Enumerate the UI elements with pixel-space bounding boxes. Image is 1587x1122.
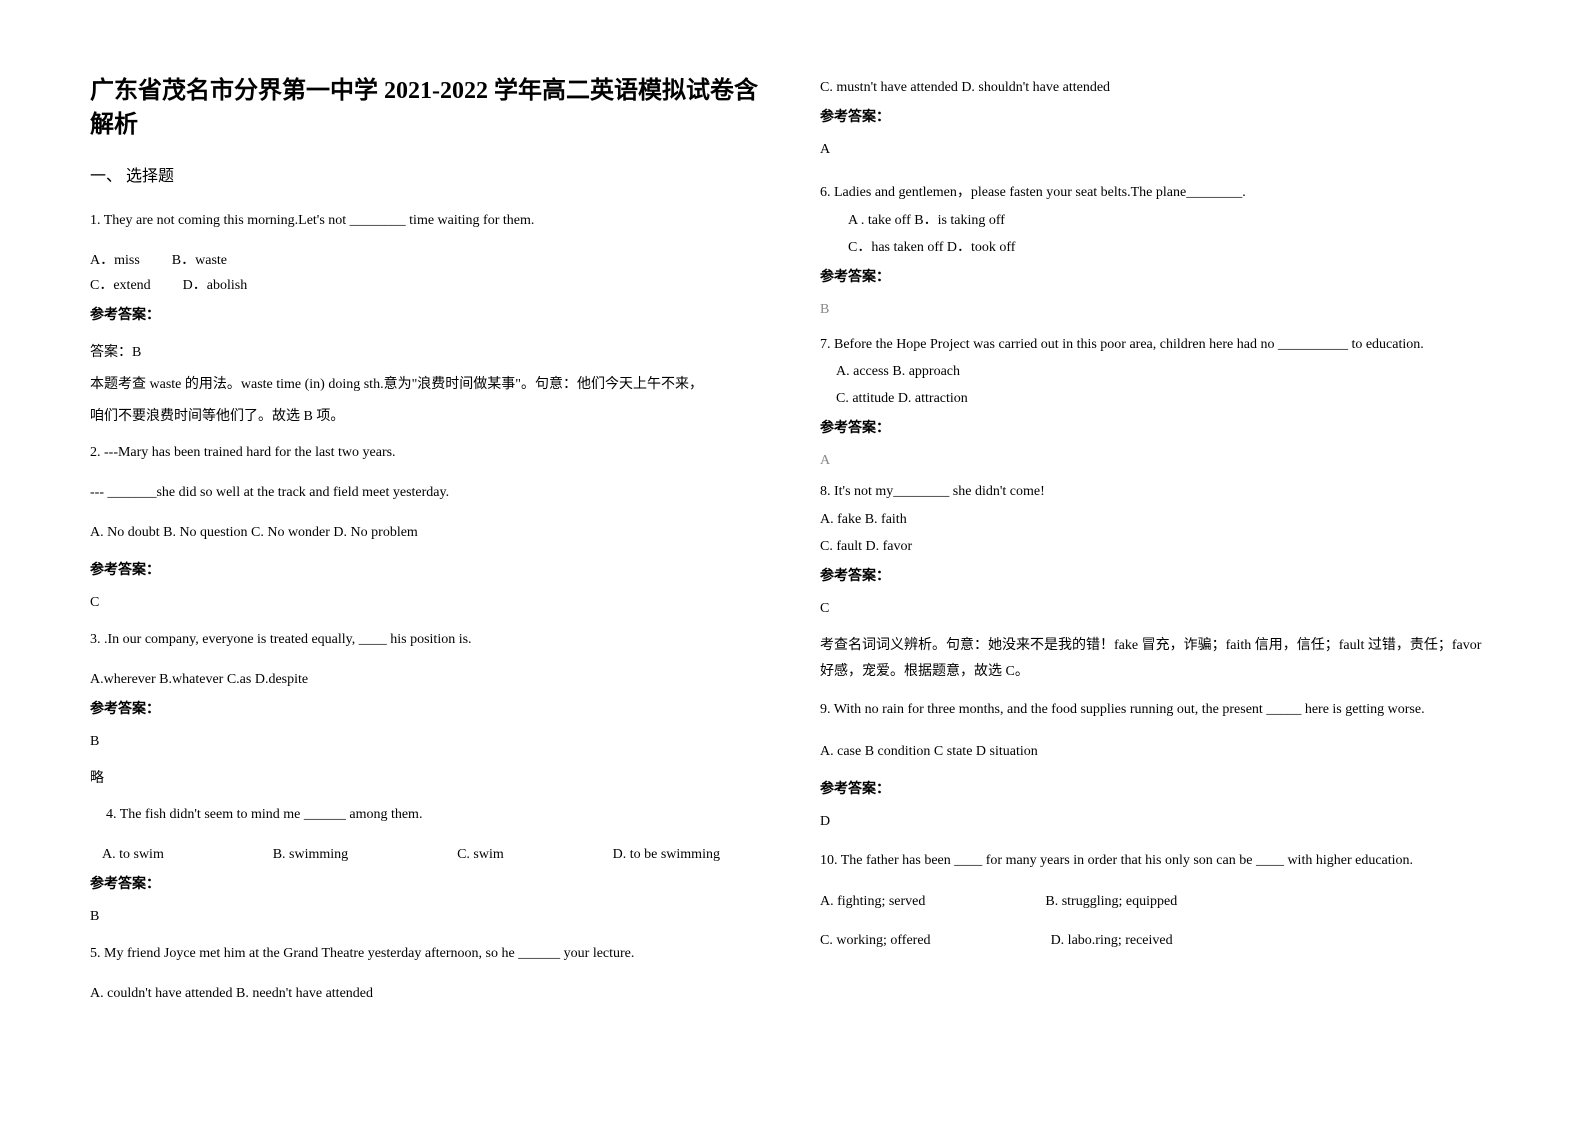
option-d: D. to be swimming [613, 842, 720, 867]
answer-value: A [820, 453, 1490, 469]
question-1: 1. They are not coming this morning.Let'… [90, 208, 760, 430]
question-text: 2. ---Mary has been trained hard for the… [90, 440, 760, 466]
question-text: 10. The father has been ____ for many ye… [820, 846, 1490, 875]
left-column: 广东省茂名市分界第一中学 2021-2022 学年高二英语模拟试卷含解析 一、 … [90, 75, 760, 1016]
answer-line: 答案：B [90, 340, 760, 366]
question-text: 8. It's not my________ she didn't come! [820, 479, 1490, 505]
answer-label: 参考答案： [820, 565, 1490, 585]
section-heading: 一、 选择题 [90, 162, 760, 186]
option-a: A. to swim [102, 842, 164, 867]
answer-label: 参考答案： [820, 266, 1490, 286]
question-5: 5. My friend Joyce met him at the Grand … [90, 941, 760, 1006]
option-a: A. fighting; served [820, 889, 925, 914]
answer-label: 参考答案： [90, 873, 760, 893]
right-column: C. mustn't have attended D. shouldn't ha… [820, 75, 1490, 1016]
question-text: 4. The fish didn't seem to mind me _____… [90, 802, 760, 828]
option-d: D. labo.ring; received [1051, 928, 1173, 953]
question-options: A. case B condition C state D situation [820, 739, 1490, 764]
question-text: 6. Ladies and gentlemen，please fasten yo… [820, 180, 1490, 206]
answer-label: 参考答案： [90, 559, 760, 579]
answer-value: D [820, 814, 1490, 830]
explanation: 本题考查 waste 的用法。waste time (in) doing sth… [90, 372, 760, 398]
question-text: 5. My friend Joyce met him at the Grand … [90, 941, 760, 967]
question-options-1: A. fake B. faith [820, 507, 1490, 532]
answer-label: 参考答案： [90, 698, 760, 718]
question-options: A．miss B．waste C．extend D．abolish [90, 248, 760, 298]
explanation: 咱们不要浪费时间等他们了。故选 B 项。 [90, 404, 760, 430]
answer-value: C [820, 601, 1490, 617]
answer-label: 参考答案： [90, 304, 760, 324]
question-options-1: A. couldn't have attended B. needn't hav… [90, 981, 760, 1006]
explanation: 考查名词词义辨析。句意：她没来不是我的错！fake 冒充，诈骗；faith 信用… [820, 633, 1490, 685]
answer-value: B [820, 302, 1490, 318]
question-options: A. to swim B. swimming C. swim D. to be … [90, 842, 760, 867]
question-6: 6. Ladies and gentlemen，please fasten yo… [820, 180, 1490, 318]
option-b: B．waste [172, 248, 227, 273]
answer-value: B [90, 909, 760, 925]
question-options-1: A . take off B．is taking off [820, 208, 1490, 233]
answer-label: 参考答案： [820, 417, 1490, 437]
question-options-2: C. fault D. favor [820, 534, 1490, 559]
question-text: 1. They are not coming this morning.Let'… [90, 208, 760, 234]
question-5-options-2: C. mustn't have attended D. shouldn't ha… [820, 75, 1490, 100]
answer-label: 参考答案： [820, 106, 1490, 126]
question-3: 3. .In our company, everyone is treated … [90, 627, 760, 792]
option-c: C. working; offered [820, 928, 931, 953]
question-options: A. No doubt B. No question C. No wonder … [90, 520, 760, 545]
option-c: C. swim [457, 842, 504, 867]
note: 略 [90, 766, 760, 792]
question-options-2: C. working; offered D. labo.ring; receiv… [820, 928, 1490, 953]
question-text: 3. .In our company, everyone is treated … [90, 627, 760, 653]
question-9: 9. With no rain for three months, and th… [820, 695, 1490, 830]
question-options-2: C．has taken off D．took off [820, 235, 1490, 260]
option-b: B. struggling; equipped [1045, 889, 1177, 914]
question-options-2: C. attitude D. attraction [820, 386, 1490, 411]
question-text-2: --- _______she did so well at the track … [90, 480, 760, 506]
question-2: 2. ---Mary has been trained hard for the… [90, 440, 760, 611]
answer-value: C [90, 595, 760, 611]
answer-value: B [90, 734, 760, 750]
document-title: 广东省茂名市分界第一中学 2021-2022 学年高二英语模拟试卷含解析 [90, 75, 760, 142]
option-c: C．extend [90, 273, 151, 298]
question-10: 10. The father has been ____ for many ye… [820, 846, 1490, 954]
question-8: 8. It's not my________ she didn't come! … [820, 479, 1490, 685]
answer-value: A [820, 142, 1490, 158]
question-4: 4. The fish didn't seem to mind me _____… [90, 802, 760, 925]
question-text: 9. With no rain for three months, and th… [820, 695, 1490, 724]
option-d: D．abolish [183, 273, 248, 298]
question-7: 7. Before the Hope Project was carried o… [820, 334, 1490, 469]
answer-label: 参考答案： [820, 778, 1490, 798]
question-text: 7. Before the Hope Project was carried o… [820, 334, 1490, 356]
question-options: A.wherever B.whatever C.as D.despite [90, 667, 760, 692]
option-a: A．miss [90, 248, 140, 273]
option-b: B. swimming [273, 842, 348, 867]
question-options-1: A. fighting; served B. struggling; equip… [820, 889, 1490, 914]
question-options-1: A. access B. approach [820, 359, 1490, 384]
